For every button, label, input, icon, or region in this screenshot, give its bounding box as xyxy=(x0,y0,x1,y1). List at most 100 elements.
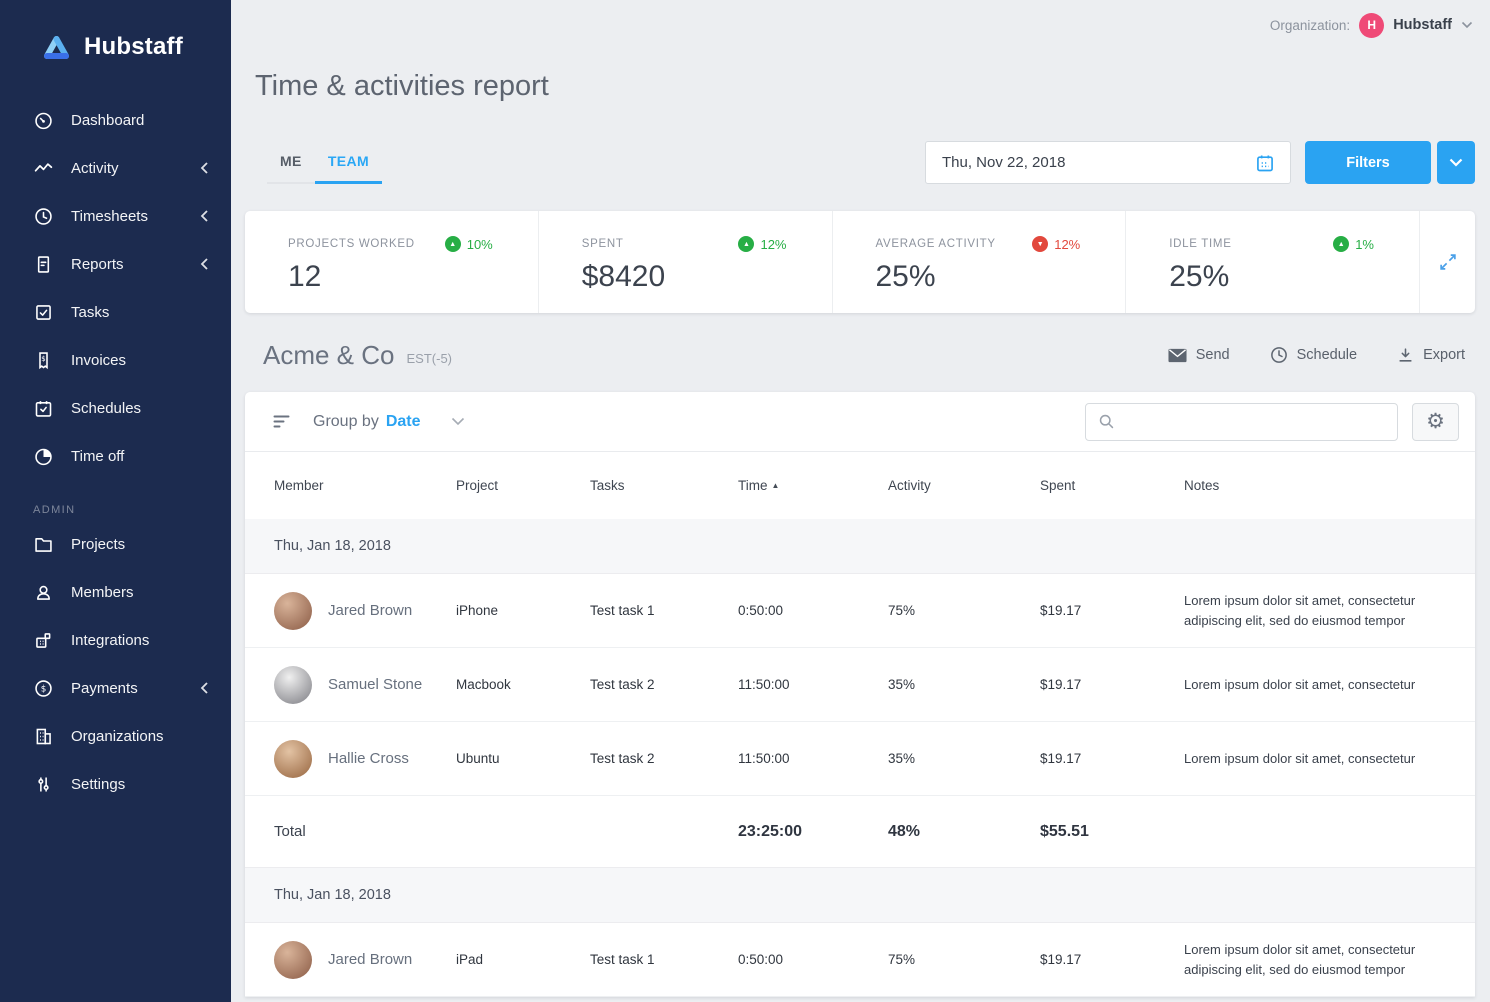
avatar xyxy=(274,940,312,979)
export-button[interactable]: Export xyxy=(1397,346,1465,364)
member-cell: Hallie Cross xyxy=(274,739,456,778)
trend-up-icon: ▲ xyxy=(444,236,461,252)
total-activity: 48% xyxy=(888,822,921,840)
stat-average-activity: AVERAGE ACTIVITY ▼ 12% 25% xyxy=(833,211,1127,313)
column-header-notes[interactable]: Notes xyxy=(1184,478,1220,493)
activity-cell: 35% xyxy=(888,751,916,766)
schedules-icon xyxy=(33,398,54,419)
avatar xyxy=(274,591,312,630)
chevron-left-icon xyxy=(199,681,209,695)
trend-badge: ▲ 12% xyxy=(738,236,787,252)
member-name[interactable]: Jared Brown xyxy=(328,951,413,968)
tab-me[interactable]: ME xyxy=(267,141,315,184)
trend-up-icon: ▲ xyxy=(738,236,755,252)
table-row[interactable]: Hallie Cross Ubuntu Test task 2 11:50:00… xyxy=(245,722,1475,796)
trend-badge: ▲ 1% xyxy=(1333,236,1374,252)
tab-team[interactable]: TEAM xyxy=(314,141,383,184)
member-name[interactable]: Jared Brown xyxy=(328,602,413,619)
sidebar-item-timesheets[interactable]: Timesheets xyxy=(0,192,231,240)
expand-icon xyxy=(1439,254,1456,270)
organization-avatar[interactable]: H xyxy=(1359,12,1385,38)
hubstaff-logo-icon xyxy=(40,32,73,62)
member-name[interactable]: Samuel Stone xyxy=(328,676,423,693)
spent-cell: $19.17 xyxy=(1040,603,1082,618)
integrations-icon xyxy=(33,630,54,651)
stat-label: AVERAGE ACTIVITY xyxy=(875,238,996,250)
trend-down-icon: ▼ xyxy=(1032,236,1049,252)
download-icon xyxy=(1399,347,1412,362)
member-cell: Samuel Stone xyxy=(274,665,456,704)
date-picker-input[interactable]: Thu, Nov 22, 2018 xyxy=(925,141,1291,184)
timesheets-icon xyxy=(33,206,54,227)
column-header-member[interactable]: Member xyxy=(274,478,324,493)
sidebar-item-payments[interactable]: $ Payments xyxy=(0,664,231,712)
project-cell: iPad xyxy=(456,952,484,967)
report-header: Acme & Co EST(-5) Send Schedule Export xyxy=(263,334,1465,376)
column-header-activity[interactable]: Activity xyxy=(888,478,931,493)
group-by-dropdown[interactable]: Group by Date xyxy=(313,413,421,431)
notes-cell: Lorem ipsum dolor sit amet, consectetur … xyxy=(1184,942,1416,977)
brand-name: Hubstaff xyxy=(84,33,183,60)
sidebar-item-members[interactable]: Members xyxy=(0,568,231,616)
spent-cell: $19.17 xyxy=(1040,952,1082,967)
column-header-tasks[interactable]: Tasks xyxy=(590,478,625,493)
table-header-row: Member Project Tasks Time ▲ Activity Spen… xyxy=(245,452,1475,519)
search-icon xyxy=(1099,414,1114,429)
avatar xyxy=(274,739,312,778)
sidebar-item-tasks[interactable]: Tasks xyxy=(0,288,231,336)
search-box[interactable] xyxy=(1085,402,1398,441)
sidebar-item-integrations[interactable]: Integrations xyxy=(0,616,231,664)
sidebar-item-reports[interactable]: Reports xyxy=(0,240,231,288)
column-header-spent[interactable]: Spent xyxy=(1040,478,1076,493)
organization-label: Organization: xyxy=(1269,17,1351,33)
notes-cell: Lorem ipsum dolor sit amet, consectetur xyxy=(1184,676,1416,692)
reports-icon xyxy=(33,254,54,275)
expand-stats-button[interactable] xyxy=(1420,211,1475,313)
settings-icon xyxy=(33,774,54,795)
trend-up-icon: ▲ xyxy=(1333,236,1350,252)
table-row[interactable]: Samuel Stone Macbook Test task 2 11:50:0… xyxy=(245,648,1475,722)
member-name[interactable]: Hallie Cross xyxy=(328,750,409,767)
sidebar-item-settings[interactable]: Settings xyxy=(0,760,231,808)
sidebar-item-dashboard[interactable]: Dashboard xyxy=(0,96,231,144)
date-group-header: Thu, Jan 18, 2018 xyxy=(245,868,1475,923)
sidebar-item-label: Schedules xyxy=(71,399,142,417)
sort-asc-icon: ▲ xyxy=(771,481,780,490)
gear-icon: ⚙ xyxy=(1426,410,1445,433)
column-header-project[interactable]: Project xyxy=(456,478,499,493)
schedule-button[interactable]: Schedule xyxy=(1270,346,1357,364)
chevron-down-icon[interactable] xyxy=(451,417,465,426)
activity-cell: 75% xyxy=(888,952,916,967)
filters-dropdown-button[interactable] xyxy=(1437,141,1475,184)
table-settings-button[interactable]: ⚙ xyxy=(1412,402,1459,441)
chevron-down-icon xyxy=(1449,158,1463,167)
controls-row: ME TEAM Thu, Nov 22, 2018 Filters xyxy=(245,141,1475,184)
time-cell: 11:50:00 xyxy=(738,677,790,692)
sidebar-item-label: Tasks xyxy=(71,303,110,321)
table-row[interactable]: Jared Brown iPhone Test task 1 0:50:00 7… xyxy=(245,574,1475,648)
search-input[interactable] xyxy=(1124,413,1385,430)
sidebar-item-invoices[interactable]: $ Invoices xyxy=(0,336,231,384)
sidebar-item-time-off[interactable]: Time off xyxy=(0,432,231,480)
table-row[interactable]: Jared Brown iPad Test task 1 0:50:00 75%… xyxy=(245,923,1475,997)
stat-label: PROJECTS WORKED xyxy=(288,238,415,250)
sidebar-item-label: Members xyxy=(71,583,134,601)
organization-name[interactable]: Hubstaff xyxy=(1393,17,1452,33)
chevron-left-icon xyxy=(199,257,209,271)
group-by-label: Group by xyxy=(313,412,379,430)
sidebar-item-organizations[interactable]: Organizations xyxy=(0,712,231,760)
brand[interactable]: Hubstaff xyxy=(0,0,231,62)
sidebar-item-activity[interactable]: Activity xyxy=(0,144,231,192)
chevron-down-icon[interactable] xyxy=(1461,21,1473,29)
sidebar-item-label: Settings xyxy=(71,775,126,793)
send-button[interactable]: Send xyxy=(1168,346,1230,364)
column-header-time[interactable]: Time ▲ xyxy=(738,478,780,493)
stat-projects-worked: PROJECTS WORKED ▲ 10% 12 xyxy=(245,211,539,313)
filters-button[interactable]: Filters xyxy=(1305,141,1431,184)
trend-badge: ▼ 12% xyxy=(1032,236,1080,252)
notes-cell: Lorem ipsum dolor sit amet, consectetur xyxy=(1184,750,1416,766)
sidebar-item-projects[interactable]: Projects xyxy=(0,520,231,568)
sidebar-item-schedules[interactable]: Schedules xyxy=(0,384,231,432)
date-group-header: Thu, Jan 18, 2018 xyxy=(245,519,1475,574)
spent-cell: $19.17 xyxy=(1040,677,1082,692)
